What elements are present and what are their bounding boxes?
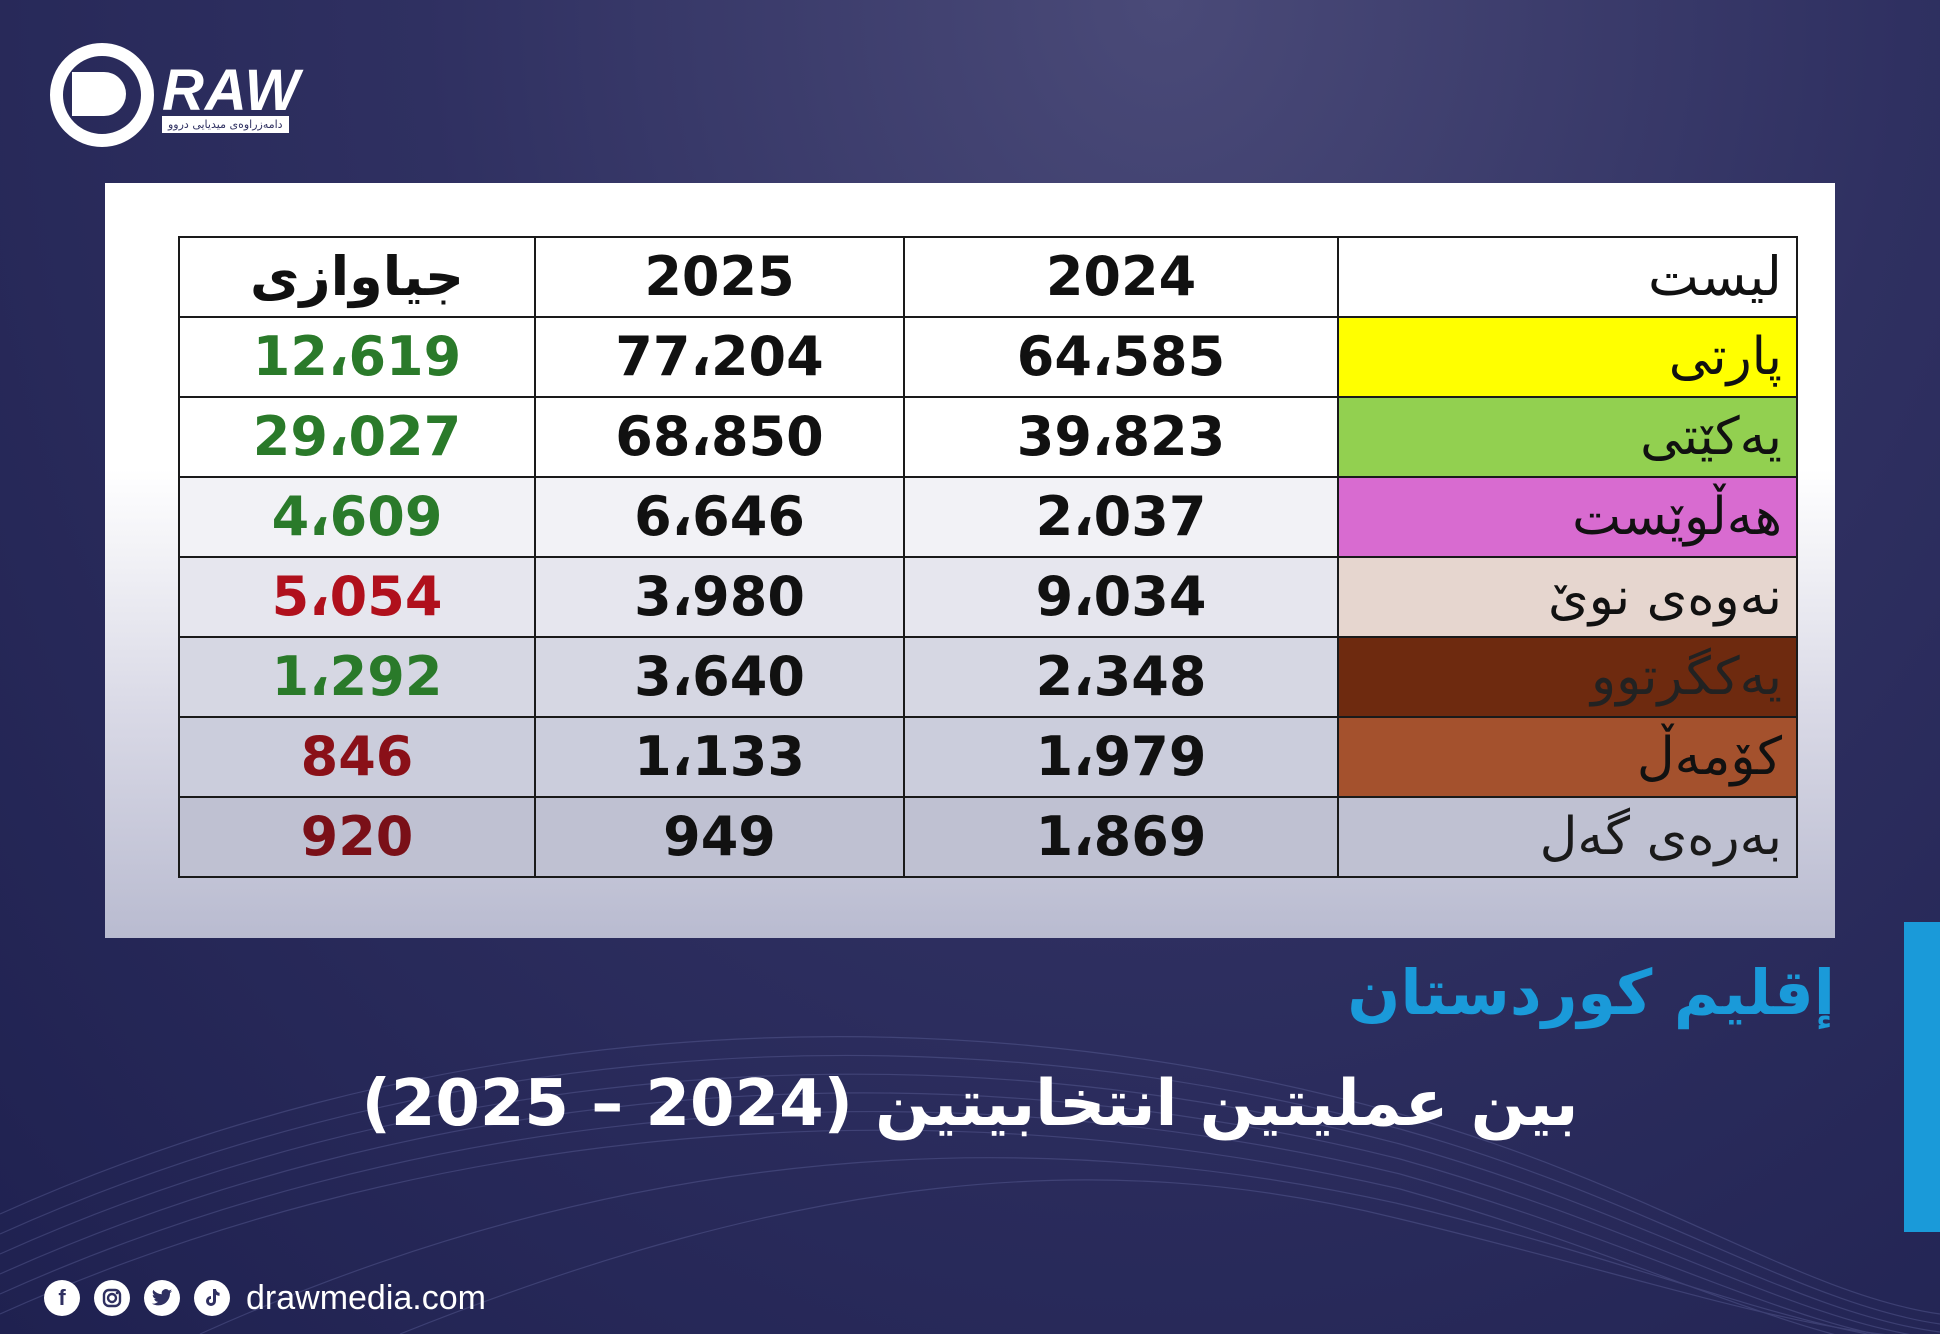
instagram-icon[interactable]: [94, 1280, 130, 1316]
results-table: جیاوازی 2025 2024 لیست 12،619 77،204 64،58…: [178, 236, 1798, 878]
table-row: 1،292 3،640 2،348 یەکگرتوو: [178, 636, 1798, 718]
facebook-icon[interactable]: f: [44, 1280, 80, 1316]
value-2024-cell: 1،869: [903, 796, 1339, 878]
value-2025-cell: 3،640: [534, 636, 905, 718]
logo-d-icon: [72, 72, 126, 116]
list-name-cell: نەوەی نوێ: [1337, 556, 1798, 638]
twitter-glyph: [151, 1289, 173, 1306]
header-list: لیست: [1337, 236, 1798, 318]
footer: f drawmedia.com: [44, 1278, 486, 1318]
accent-bar: [1904, 922, 1940, 1232]
website-link[interactable]: drawmedia.com: [246, 1278, 486, 1317]
diff-cell: 29،027: [178, 396, 536, 478]
value-2025-cell: 1،133: [534, 716, 905, 798]
value-2024-cell: 2،348: [903, 636, 1339, 718]
page-title: بين عمليتين انتخابيتين (2024 – 2025): [361, 1067, 1579, 1141]
table-row: 12،619 77،204 64،585 پارتی: [178, 316, 1798, 398]
list-name-cell: یەکگرتوو: [1337, 636, 1798, 718]
value-2025-cell: 949: [534, 796, 905, 878]
header-diff: جیاوازی: [178, 236, 536, 318]
list-name-cell: بەرەی گەل: [1337, 796, 1798, 878]
diff-cell: 846: [178, 716, 536, 798]
results-table-body: جیاوازی 2025 2024 لیست 12،619 77،204 64،58…: [178, 236, 1798, 878]
value-2025-cell: 77،204: [534, 316, 905, 398]
header-2025: 2025: [534, 236, 905, 318]
diff-cell: 4،609: [178, 476, 536, 558]
table-row: 4،609 6،646 2،037 هەڵوێست: [178, 476, 1798, 558]
logo-tagline: دامەزراوەی میدیایی دروو: [162, 116, 289, 134]
subtitle: إقليم كوردستان: [1347, 956, 1835, 1029]
value-2024-cell: 2،037: [903, 476, 1339, 558]
value-2024-cell: 9،034: [903, 556, 1339, 638]
twitter-icon[interactable]: [144, 1280, 180, 1316]
value-2025-cell: 3،980: [534, 556, 905, 638]
table-row: 29،027 68،850 39،823 یەکێتی: [178, 396, 1798, 478]
instagram-glyph: [102, 1288, 122, 1308]
diff-cell: 12،619: [178, 316, 536, 398]
tiktok-glyph: [206, 1289, 220, 1306]
list-name-cell: پارتی: [1337, 316, 1798, 398]
list-name-cell: کۆمەڵ: [1337, 716, 1798, 798]
value-2024-cell: 64،585: [903, 316, 1339, 398]
table-row: 846 1،133 1،979 کۆمەڵ: [178, 716, 1798, 798]
logo-wordmark: RAW: [162, 58, 301, 123]
decorative-waves: [0, 1036, 1940, 1334]
value-2025-cell: 6،646: [534, 476, 905, 558]
value-2025-cell: 68،850: [534, 396, 905, 478]
value-2024-cell: 1،979: [903, 716, 1339, 798]
header-2024: 2024: [903, 236, 1339, 318]
diff-cell: 5،054: [178, 556, 536, 638]
list-name-cell: یەکێتی: [1337, 396, 1798, 478]
table-row: 920 949 1،869 بەرەی گەل: [178, 796, 1798, 878]
value-2024-cell: 39،823: [903, 396, 1339, 478]
draw-logo[interactable]: RAW دامەزراوەی میدیایی دروو: [50, 40, 350, 160]
list-name-cell: هەڵوێست: [1337, 476, 1798, 558]
table-row: 5،054 3،980 9،034 نەوەی نوێ: [178, 556, 1798, 638]
tiktok-icon[interactable]: [194, 1280, 230, 1316]
diff-cell: 1،292: [178, 636, 536, 718]
header-row: جیاوازی 2025 2024 لیست: [178, 236, 1798, 318]
diff-cell: 920: [178, 796, 536, 878]
results-card: جیاوازی 2025 2024 لیست 12،619 77،204 64،58…: [105, 183, 1835, 938]
